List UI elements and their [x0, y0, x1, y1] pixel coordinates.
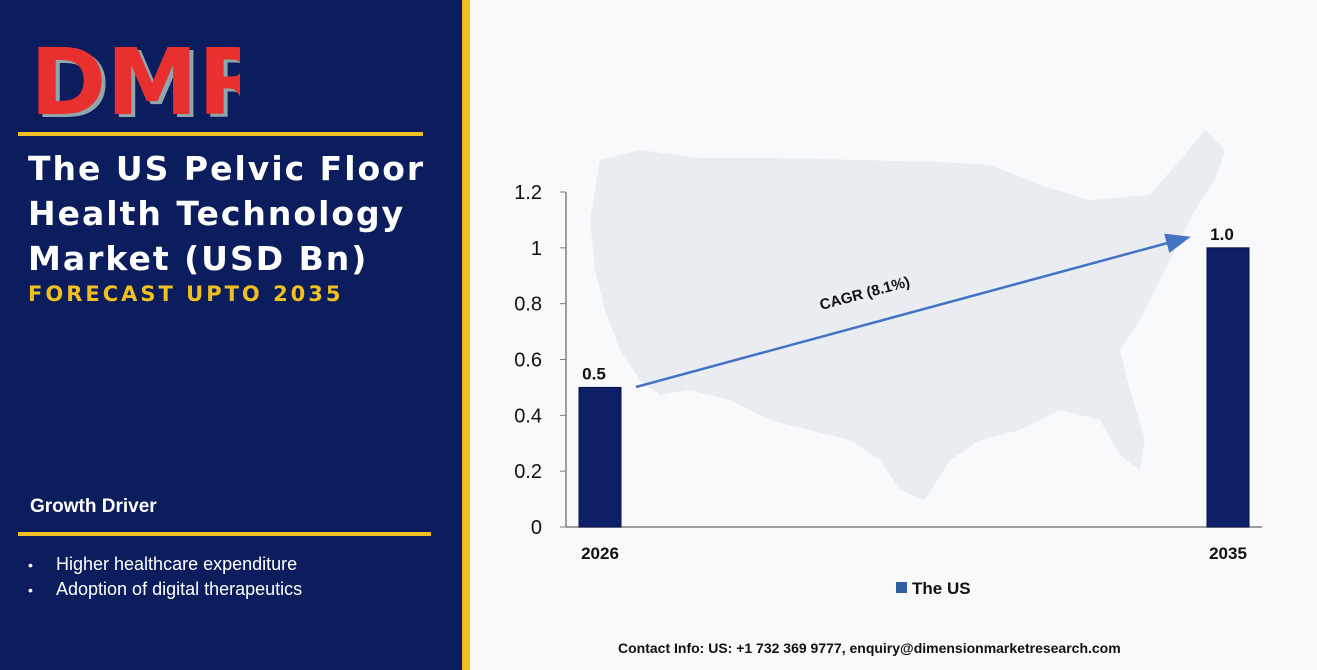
- legend-swatch: [896, 582, 907, 593]
- data-label-2035: 1.0: [1210, 225, 1234, 244]
- y-tick-label: 1: [531, 238, 542, 260]
- y-tick-label: 0.6: [514, 350, 542, 372]
- growth-driver-heading: Growth Driver: [30, 496, 157, 517]
- bar-2026: [578, 386, 622, 528]
- data-label-2026: 0.5: [582, 364, 606, 383]
- svg-text:DMR: DMR: [34, 38, 240, 122]
- title-rule: [18, 132, 423, 136]
- us-map-background: [590, 130, 1225, 500]
- list-item: • Adoption of digital therapeutics: [28, 579, 303, 599]
- legend-label: The US: [912, 579, 971, 598]
- info-panel: DMR DMR The US Pelvic Floor Health Techn…: [0, 0, 462, 670]
- accent-divider: [462, 0, 470, 670]
- report-title: The US Pelvic Floor Health Technology Ma…: [28, 149, 426, 278]
- growth-driver-list: • Higher healthcare expenditure • Adoption…: [28, 552, 302, 602]
- dmr-logo: DMR DMR: [30, 38, 240, 122]
- x-tick-label-2026: 2026: [581, 544, 619, 563]
- y-tick-label: 0: [531, 517, 542, 539]
- x-tick-label-2035: 2035: [1209, 544, 1247, 563]
- cagr-arrow: [635, 233, 1191, 389]
- y-tick-label: 0.2: [514, 461, 542, 483]
- svg-text:DMR: DMR: [30, 38, 240, 122]
- bar-2035: [1206, 247, 1250, 528]
- contact-info: Contact Info: US: +1 732 369 9777, enqui…: [618, 640, 1121, 656]
- y-tick-label: 0.8: [514, 294, 542, 316]
- y-tick-label: 0.4: [514, 405, 542, 427]
- growth-driver-rule: [18, 532, 431, 536]
- y-tick-label: 1.2: [514, 182, 542, 204]
- list-item: • Higher healthcare expenditure: [28, 554, 298, 574]
- report-subtitle: FORECAST UPTO 2035: [28, 282, 344, 306]
